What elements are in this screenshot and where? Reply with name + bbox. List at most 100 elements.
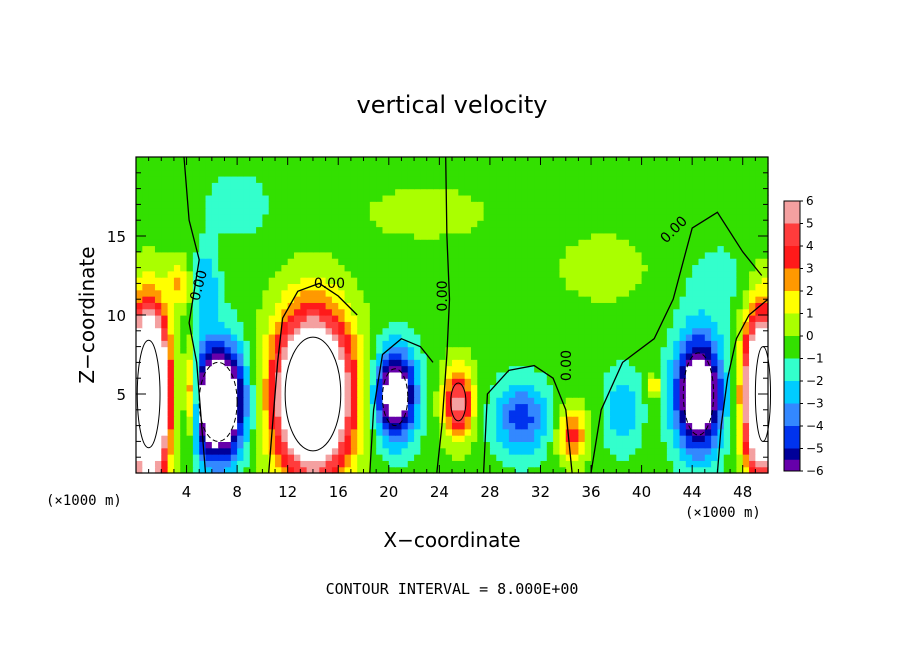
- heatmap-cell: [281, 163, 289, 171]
- heatmap-cell: [711, 232, 719, 240]
- heatmap-cell: [610, 232, 617, 240]
- heatmap-cell: [483, 264, 491, 272]
- heatmap-cell: [199, 258, 207, 266]
- heatmap-cell: [647, 340, 655, 348]
- heatmap-cell: [192, 302, 200, 310]
- heatmap-cell: [559, 207, 567, 215]
- heatmap-cell: [388, 308, 396, 316]
- heatmap-cell: [350, 435, 358, 442]
- heatmap-cell: [502, 169, 510, 177]
- heatmap-cell: [502, 194, 510, 202]
- heatmap-cell: [717, 359, 725, 367]
- heatmap-cell: [382, 220, 390, 228]
- heatmap-cell: [628, 308, 636, 316]
- heatmap-cell: [565, 182, 573, 190]
- heatmap-cell: [136, 175, 143, 183]
- heatmap-cell: [610, 194, 617, 202]
- heatmap-cell: [711, 270, 719, 278]
- heatmap-cell: [742, 194, 750, 202]
- heatmap-cell: [401, 390, 409, 398]
- heatmap-cell: [578, 333, 586, 341]
- heatmap-cell: [546, 378, 554, 386]
- heatmap-cell: [635, 239, 643, 247]
- heatmap-cell: [704, 352, 712, 360]
- heatmap-cell: [584, 447, 592, 455]
- heatmap-cell: [578, 447, 586, 455]
- heatmap-cell: [610, 359, 617, 367]
- heatmap-cell: [186, 251, 194, 259]
- heatmap-cell: [376, 390, 384, 398]
- heatmap-cell: [641, 245, 649, 253]
- heatmap-cell: [717, 220, 725, 228]
- heatmap-cell: [610, 371, 617, 379]
- heatmap-cell: [534, 175, 542, 183]
- heatmap-cell: [230, 207, 238, 215]
- heatmap-cell: [224, 454, 232, 461]
- heatmap-cell: [243, 175, 251, 183]
- heatmap-cell: [654, 226, 662, 234]
- heatmap-cell: [654, 308, 662, 316]
- heatmap-cell: [572, 378, 579, 386]
- heatmap-cell: [502, 182, 510, 190]
- heatmap-cell: [148, 289, 156, 297]
- heatmap-cell: [717, 308, 725, 316]
- heatmap-cell: [344, 346, 352, 354]
- heatmap-cell: [584, 251, 592, 259]
- heatmap-cell: [186, 352, 194, 360]
- heatmap-cell: [357, 409, 365, 417]
- heatmap-cell: [635, 460, 643, 468]
- heatmap-cell: [546, 315, 554, 322]
- heatmap-cell: [470, 409, 478, 417]
- heatmap-cell: [679, 321, 687, 329]
- heatmap-cell: [635, 201, 643, 209]
- heatmap-cell: [268, 321, 276, 329]
- heatmap-cell: [654, 428, 662, 436]
- heatmap-cell: [458, 390, 466, 398]
- heatmap-cell: [635, 163, 643, 171]
- heatmap-cell: [679, 333, 687, 341]
- heatmap-cell: [584, 333, 592, 341]
- heatmap-cell: [578, 296, 586, 303]
- heatmap-cell: [344, 454, 352, 461]
- heatmap-cell: [679, 283, 687, 291]
- heatmap-cell: [237, 460, 245, 468]
- heatmap-cell: [508, 384, 516, 392]
- heatmap-cell: [610, 264, 617, 272]
- heatmap-cell: [344, 283, 352, 291]
- heatmap-cell: [224, 163, 232, 171]
- heatmap-cell: [711, 157, 719, 164]
- heatmap-cell: [237, 390, 245, 398]
- heatmap-cell: [407, 340, 415, 348]
- heatmap-cell: [426, 359, 434, 367]
- heatmap-cell: [161, 175, 169, 183]
- heatmap-cell: [692, 315, 700, 322]
- heatmap-cell: [180, 378, 188, 386]
- heatmap-cell: [173, 175, 181, 183]
- heatmap-cell: [300, 245, 308, 253]
- heatmap-cell: [357, 460, 365, 468]
- heatmap-cell: [679, 251, 687, 259]
- heatmap-cell: [654, 409, 662, 417]
- heatmap-cell: [647, 384, 655, 392]
- heatmap-cell: [344, 277, 352, 284]
- heatmap-cell: [521, 371, 529, 379]
- heatmap-cell: [363, 435, 371, 442]
- heatmap-cell: [641, 352, 649, 360]
- heatmap-cell: [692, 245, 700, 253]
- heatmap-cell: [559, 194, 567, 202]
- heatmap-cell: [685, 321, 693, 329]
- heatmap-cell: [211, 239, 219, 247]
- heatmap-cell: [477, 207, 485, 215]
- heatmap-cell: [477, 169, 485, 177]
- heatmap-cell: [439, 188, 447, 196]
- heatmap-cell: [388, 157, 396, 164]
- heatmap-cell: [218, 315, 226, 322]
- heatmap-cell: [237, 378, 245, 386]
- heatmap-cell: [357, 302, 365, 310]
- heatmap-cell: [287, 403, 295, 411]
- heatmap-cell: [167, 422, 175, 430]
- heatmap-cell: [647, 352, 655, 360]
- heatmap-cell: [616, 435, 624, 442]
- heatmap-cell: [591, 182, 598, 190]
- heatmap-cell: [312, 163, 320, 171]
